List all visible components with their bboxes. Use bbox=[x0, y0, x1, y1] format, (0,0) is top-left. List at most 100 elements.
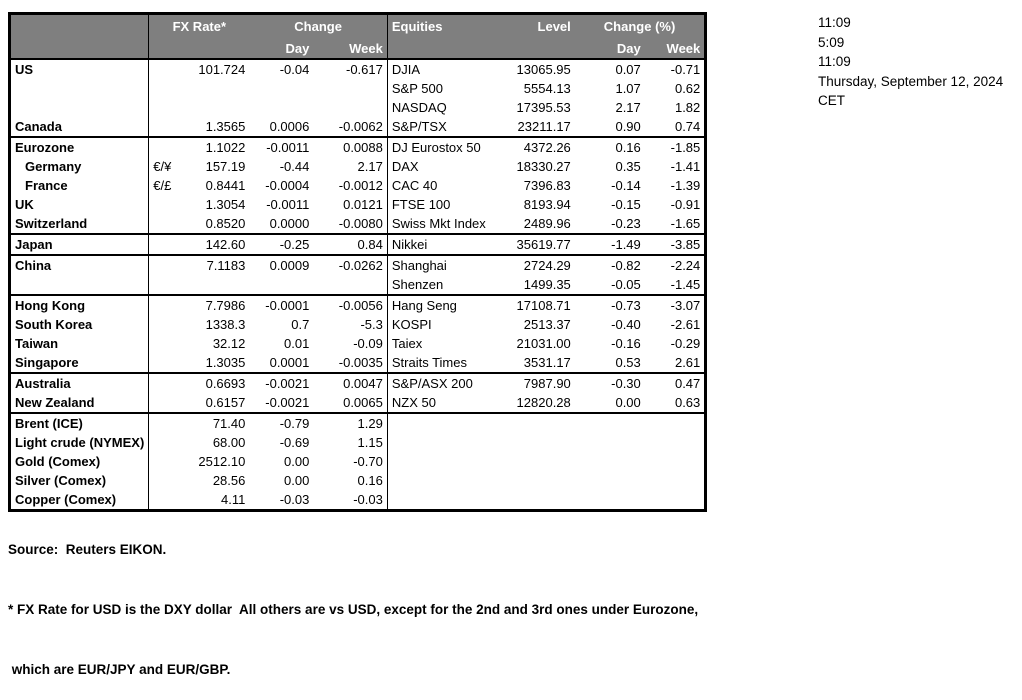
equity-change-week-value: -3.07 bbox=[644, 294, 706, 315]
fx-rate-footnote-line2: which are EUR/JPY and EUR/GBP. bbox=[8, 662, 231, 677]
equity-level-value: 17108.71 bbox=[489, 294, 575, 315]
header-fx-day: Day bbox=[249, 39, 314, 60]
row-label: UK bbox=[9, 195, 150, 214]
header-blank bbox=[148, 39, 250, 60]
fx-change-week-value: -0.617 bbox=[313, 59, 388, 79]
header-corner-cell bbox=[9, 13, 150, 39]
equity-change-day-value bbox=[574, 412, 645, 433]
fx-pair-label bbox=[149, 59, 176, 79]
table-row: China 7.1183 0.0009 -0.0262 Shanghai 272… bbox=[9, 254, 706, 275]
equity-change-day-value: 0.90 bbox=[615, 119, 641, 134]
equity-change-week-value: -2.24 bbox=[644, 254, 706, 275]
fx-change-day-value: -0.0021 bbox=[265, 395, 310, 410]
equity-change-day-value: -1.49 bbox=[574, 233, 645, 255]
equity-change-day-value: 1.07 bbox=[615, 81, 641, 96]
fx-rate-value: 1338.3 bbox=[205, 317, 246, 332]
equity-change-week-value: -1.39 bbox=[670, 178, 701, 193]
equity-change-day-value: -0.15 bbox=[611, 197, 641, 212]
table-row: Eurozone 1.1022 -0.0011 0.0088 DJ Eurost… bbox=[9, 136, 706, 157]
fx-rate-value bbox=[175, 79, 249, 98]
equity-level-value: 35619.77 bbox=[489, 233, 575, 255]
table-row: Taiwan 32.12 0.01 -0.09 Taiex 21031.00 -… bbox=[9, 334, 706, 353]
equity-name bbox=[387, 433, 489, 452]
equity-name bbox=[387, 452, 489, 471]
equity-change-week-value: 1.82 bbox=[674, 100, 701, 115]
equity-level-value: 2489.96 bbox=[523, 216, 571, 231]
row-label: Singapore bbox=[9, 353, 150, 373]
fx-change-week-value: -0.0062 bbox=[313, 117, 388, 137]
row-label bbox=[9, 275, 150, 295]
fx-change-week-value: 0.16 bbox=[313, 471, 388, 490]
fx-change-day-value bbox=[249, 275, 313, 295]
equity-level-value: 12820.28 bbox=[516, 395, 571, 410]
equity-name: DAX bbox=[391, 159, 419, 174]
equity-change-week-value bbox=[645, 433, 706, 452]
clock-time-1: 11:09 bbox=[818, 15, 851, 30]
equity-change-day-value: 0.53 bbox=[615, 355, 641, 370]
fx-change-day-value: -0.0001 bbox=[249, 294, 314, 315]
fx-change-week-value bbox=[313, 98, 388, 117]
equity-name: Hang Seng bbox=[387, 294, 490, 315]
equity-name bbox=[387, 412, 490, 433]
row-label: Germany bbox=[9, 157, 150, 176]
equity-level-value: 18330.27 bbox=[516, 159, 571, 174]
equity-level-value bbox=[490, 433, 575, 452]
row-label: Copper (Comex) bbox=[9, 490, 150, 511]
fx-rate-value: 157.19 bbox=[205, 159, 246, 174]
row-label: South Korea bbox=[9, 315, 150, 334]
equity-name: KOSPI bbox=[391, 317, 432, 332]
fx-change-day-value: 0.00 bbox=[284, 473, 310, 488]
equity-level-value: 7987.90 bbox=[489, 372, 575, 393]
equity-name: Shanghai bbox=[387, 254, 490, 275]
equity-change-week-value: 0.47 bbox=[644, 372, 706, 393]
fx-change-day-value bbox=[249, 79, 313, 98]
fx-rate-value: 32.12 bbox=[212, 336, 246, 351]
fx-change-day-value: -0.04 bbox=[279, 62, 310, 77]
equity-name: Swiss Mkt Index bbox=[391, 216, 486, 231]
fx-pair-label bbox=[149, 98, 176, 117]
header-blank-level bbox=[489, 39, 575, 60]
fx-change-day-value: -0.25 bbox=[249, 233, 314, 255]
fx-change-day-value: -0.0004 bbox=[265, 178, 310, 193]
equity-name: FTSE 100 bbox=[391, 197, 451, 212]
fx-rate-value: 0.6157 bbox=[205, 395, 246, 410]
fx-rate-value: 7.1183 bbox=[175, 254, 250, 275]
header-fx-change: Change bbox=[249, 13, 388, 39]
header-level: Level bbox=[489, 13, 575, 39]
equity-level-value: 7396.83 bbox=[523, 178, 571, 193]
fx-change-week-value: 1.15 bbox=[313, 433, 388, 452]
fx-change-day-value: -0.0021 bbox=[249, 372, 314, 393]
row-label: Japan bbox=[9, 233, 150, 255]
header-equity-day: Day bbox=[574, 39, 645, 60]
fx-pair-label bbox=[148, 136, 176, 157]
fx-change-day-value: -0.0011 bbox=[266, 197, 310, 212]
equity-change-week-value: -2.61 bbox=[670, 317, 701, 332]
table-row: Japan 142.60 -0.25 0.84 Nikkei 35619.77 … bbox=[9, 233, 706, 255]
fx-change-week-value: 2.17 bbox=[313, 157, 388, 176]
row-label bbox=[9, 79, 150, 98]
row-label: Eurozone bbox=[9, 136, 150, 157]
fx-rate-value: 7.7986 bbox=[175, 294, 250, 315]
fx-change-week-value: -0.09 bbox=[313, 334, 388, 353]
fx-rate-value: 0.8441 bbox=[205, 178, 246, 193]
fx-change-week-value: 0.0065 bbox=[313, 393, 388, 413]
fx-rate-value: 4.11 bbox=[221, 492, 246, 507]
table-row: Singapore 1.3035 0.0001 -0.0035 Straits … bbox=[9, 353, 706, 373]
fx-change-day-value: -0.44 bbox=[279, 159, 310, 174]
fx-change-day-value: 0.0009 bbox=[249, 254, 314, 275]
fx-pair-label bbox=[149, 79, 176, 98]
fx-change-day-value: -0.0011 bbox=[249, 136, 314, 157]
fx-pair-label: €/¥ bbox=[153, 159, 172, 174]
row-label: Light crude (NYMEX) bbox=[9, 433, 150, 452]
markets-table: FX Rate* Change Equities Level Change (%… bbox=[8, 12, 708, 512]
row-label: Brent (ICE) bbox=[9, 412, 150, 433]
fx-change-week-value: -0.0035 bbox=[313, 353, 388, 373]
equity-change-week-value: -0.91 bbox=[670, 197, 701, 212]
equity-change-day-value: 0.35 bbox=[615, 159, 641, 174]
fx-change-week-value: 0.0121 bbox=[313, 195, 388, 214]
equity-level-value: 5554.13 bbox=[523, 81, 571, 96]
equity-change-day-value: -0.23 bbox=[611, 216, 641, 231]
fx-pair-label bbox=[148, 254, 176, 275]
equity-name: S&P 500 bbox=[391, 81, 443, 96]
equity-name: NASDAQ bbox=[391, 100, 447, 115]
